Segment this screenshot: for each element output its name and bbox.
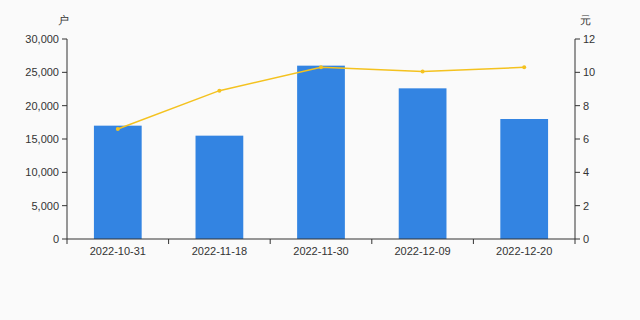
background	[0, 0, 640, 320]
y2-tick	[575, 72, 580, 73]
marker	[319, 65, 323, 69]
y2-tick	[575, 105, 580, 106]
y-tick-label: 20,000	[25, 100, 59, 112]
y-axis-label: 户	[58, 14, 69, 26]
x-tick	[473, 239, 474, 244]
y-tick	[62, 239, 67, 240]
y-tick	[62, 139, 67, 140]
x-tick-label: 2022-10-31	[90, 245, 146, 257]
x-tick-label: 2022-12-20	[496, 245, 552, 257]
x-tick	[168, 239, 169, 244]
y2-tick-label: 12	[583, 33, 595, 45]
marker	[217, 89, 221, 93]
marker	[421, 70, 425, 74]
y2-tick	[575, 205, 580, 206]
y2-tick-label: 10	[583, 66, 595, 78]
y2-tick-label: 6	[583, 133, 589, 145]
y2-tick	[575, 39, 580, 40]
bar	[297, 66, 345, 239]
chart: 0 5,000 10,000 15,000 20,000 25,000 30,000 0 2 4 6…	[0, 0, 640, 320]
y-tick	[62, 72, 67, 73]
marker	[116, 127, 120, 131]
x-tick-label: 2022-11-30	[293, 245, 348, 257]
x-tick	[575, 239, 576, 244]
x-tick	[371, 239, 372, 244]
y-tick-label: 25,000	[25, 66, 59, 78]
y2-tick	[575, 239, 580, 240]
line	[118, 67, 524, 129]
bar	[94, 126, 142, 239]
marker	[522, 65, 526, 69]
y-tick-label: 30,000	[25, 33, 59, 45]
y2-tick-label: 2	[583, 200, 589, 212]
y-tick-label: 15,000	[25, 133, 59, 145]
bar	[399, 88, 447, 239]
bar	[196, 136, 244, 239]
y-tick	[62, 205, 67, 206]
y-tick	[62, 39, 67, 40]
x-tick-label: 2022-11-18	[192, 245, 247, 257]
y-tick-label: 5,000	[31, 200, 59, 212]
y2-axis-label: 元	[580, 14, 591, 26]
y2-tick-label: 0	[583, 233, 589, 245]
bar	[500, 119, 548, 239]
x-tick	[67, 239, 68, 244]
y-tick	[62, 105, 67, 106]
y-tick-label: 0	[53, 233, 59, 245]
y2-tick-label: 8	[583, 100, 589, 112]
y-tick	[62, 172, 67, 173]
y2-tick-label: 4	[583, 166, 589, 178]
y2-tick	[575, 139, 580, 140]
x-axis	[67, 239, 575, 240]
x-tick	[270, 239, 271, 244]
plot-area	[94, 65, 548, 239]
y-tick-label: 10,000	[25, 166, 59, 178]
x-tick-label: 2022-12-09	[394, 245, 450, 257]
y2-tick	[575, 172, 580, 173]
